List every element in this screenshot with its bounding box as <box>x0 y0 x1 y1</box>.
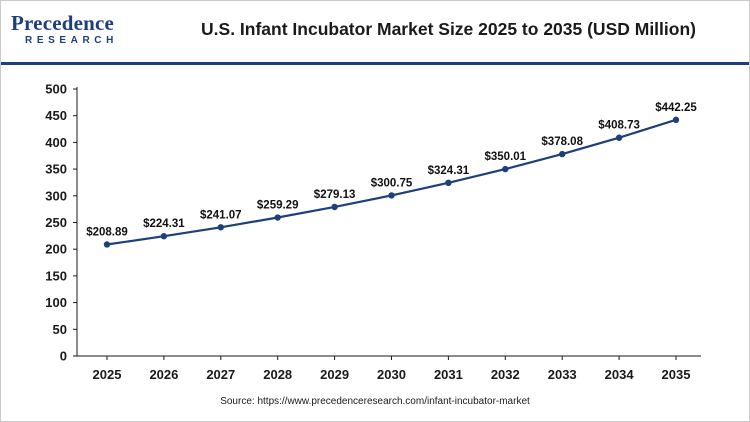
data-label: $241.07 <box>200 209 242 221</box>
data-label: $224.31 <box>143 218 185 230</box>
y-tick-label: 300 <box>45 188 67 203</box>
data-label: $259.29 <box>257 200 299 212</box>
x-tick-label: 2027 <box>206 367 235 382</box>
data-label: $208.89 <box>86 226 128 238</box>
x-tick-label: 2035 <box>662 367 691 382</box>
y-tick-label: 400 <box>45 135 67 150</box>
data-point <box>160 233 168 240</box>
source-note: Source: https://www.precedenceresearch.c… <box>220 396 530 407</box>
data-point <box>388 192 395 199</box>
data-point <box>274 214 281 221</box>
data-point <box>331 203 338 211</box>
header-divider <box>1 62 749 65</box>
x-tick-label: 2028 <box>263 367 292 382</box>
y-tick-label: 150 <box>45 268 67 283</box>
x-tick-label: 2034 <box>605 367 635 382</box>
y-tick-label: 100 <box>45 295 67 310</box>
y-tick-label: 200 <box>45 242 67 257</box>
x-tick-label: 2025 <box>93 367 122 382</box>
header: Precedence RESEARCH U.S. Infant Incubato… <box>1 1 749 61</box>
x-tick-label: 2026 <box>149 367 178 382</box>
y-tick-label: 350 <box>45 162 67 177</box>
data-label: $378.08 <box>541 136 583 148</box>
chart-title: U.S. Infant Incubator Market Size 2025 t… <box>201 19 696 39</box>
data-label: $408.73 <box>598 120 640 132</box>
data-label: $350.01 <box>485 151 527 163</box>
y-tick-label: 50 <box>53 322 67 337</box>
data-label: $300.75 <box>371 177 413 189</box>
data-point <box>217 224 224 231</box>
data-point <box>445 179 452 187</box>
y-tick-label: 250 <box>45 215 67 230</box>
y-tick-label: 450 <box>45 108 67 123</box>
y-tick-label: 0 <box>60 349 67 364</box>
x-tick-label: 2032 <box>491 367 520 382</box>
data-label: $324.31 <box>428 165 470 177</box>
x-tick-label: 2031 <box>434 367 463 382</box>
data-point <box>559 150 566 158</box>
data-label: $442.25 <box>655 102 697 114</box>
brand-logo: Precedence RESEARCH <box>11 11 131 51</box>
data-point <box>615 134 623 141</box>
x-tick-label: 2029 <box>320 367 349 382</box>
line-chart: 0 50 100 150 200 250 300 350 400 450 500 2025 2026 20… <box>45 82 701 382</box>
y-tick-label: 500 <box>45 82 67 97</box>
data-point <box>502 165 509 173</box>
logo-wordmark: Precedence <box>11 11 115 35</box>
data-point <box>103 241 111 248</box>
data-point <box>672 116 680 124</box>
logo-subtitle: RESEARCH <box>25 35 118 46</box>
data-label: $279.13 <box>314 189 356 201</box>
x-tick-label: 2033 <box>548 367 577 382</box>
x-tick-label: 2030 <box>377 367 406 382</box>
